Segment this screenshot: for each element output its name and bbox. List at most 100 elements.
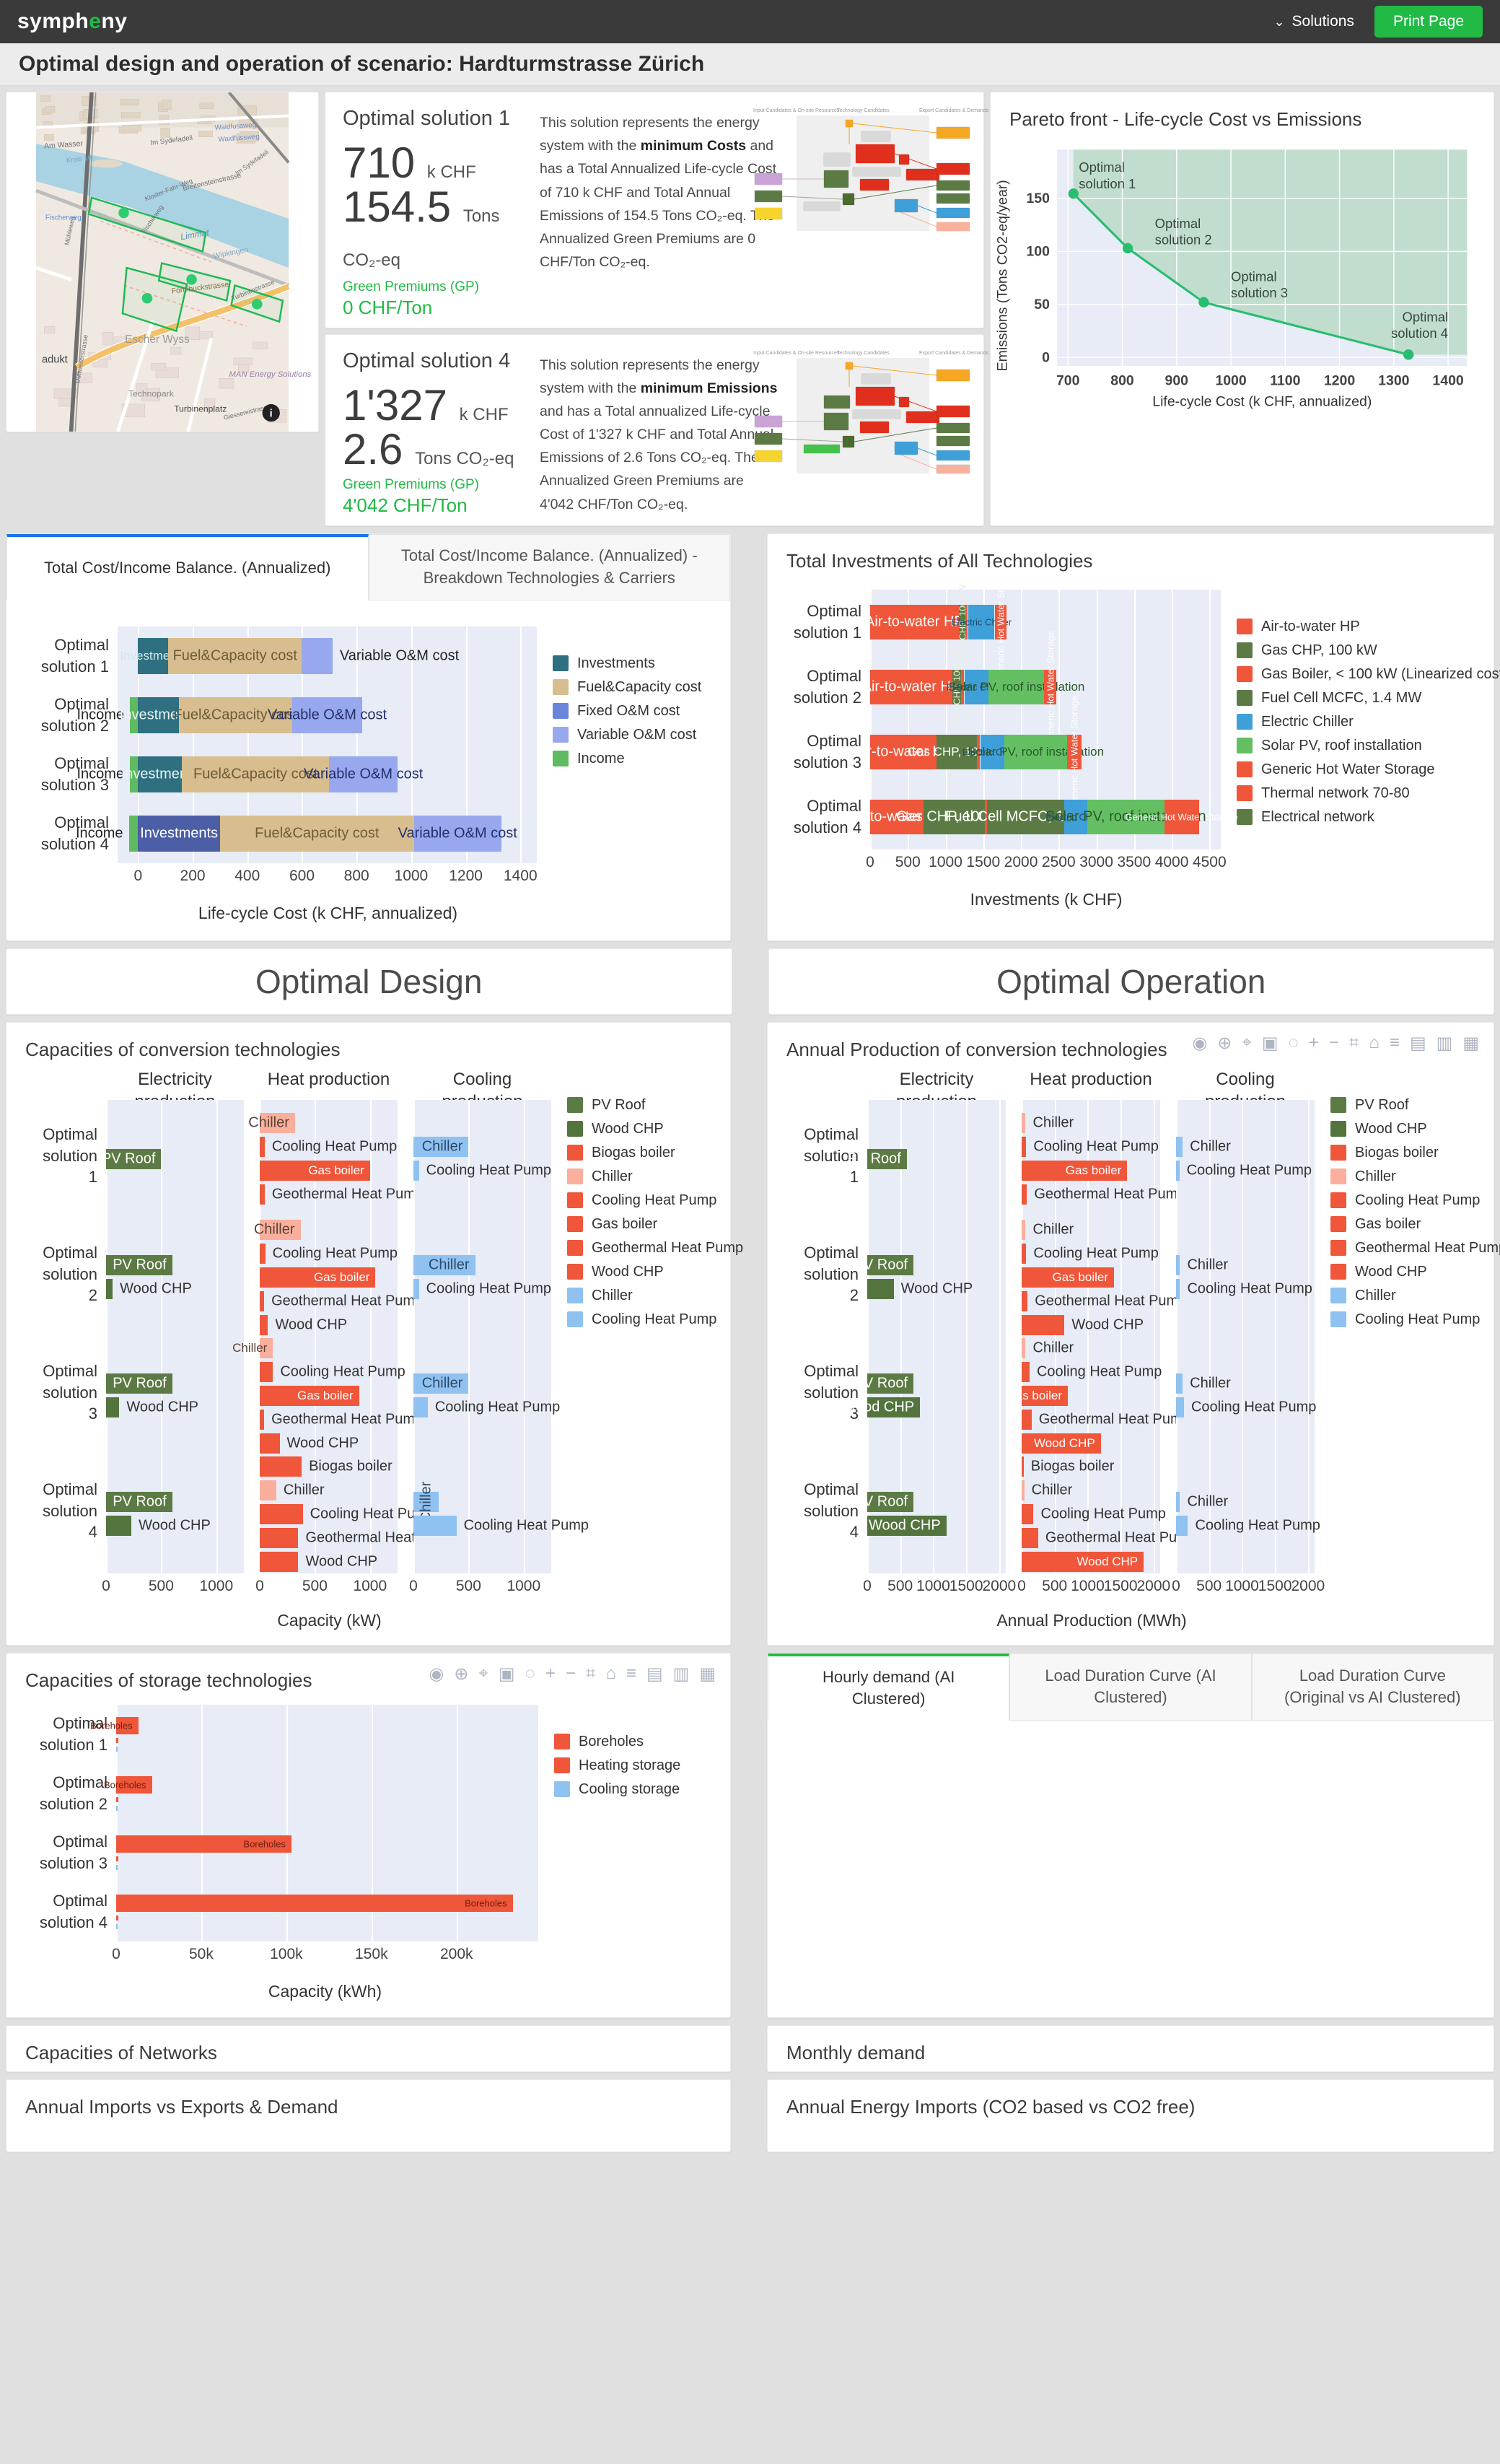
legend-label: Chiller	[1355, 1168, 1396, 1184]
solution-group: Biogas boiler Chiller Cooling Heat Pump Geo…	[1022, 1455, 1197, 1573]
bar-segment: Investments	[138, 815, 220, 852]
tab-1[interactable]: Hourly demand (AI Clustered)	[768, 1653, 1010, 1721]
operation-production-card: ◉ ⊕ ⌖ ▣ ◌ + − ⌗ ⌂ ≡ ▤ ▥ ▦ Annual Production of conve…	[767, 1021, 1500, 1646]
modebar-icon[interactable]: ▦	[1462, 1033, 1479, 1053]
bar-segment: Investments	[120, 696, 198, 733]
solutions-menu[interactable]: ⌄ Solutions	[1273, 13, 1354, 30]
row-label: Optimal solution 4	[793, 797, 861, 836]
modebar-icon[interactable]: ▣	[1261, 1033, 1278, 1053]
modebar-icon[interactable]: ▤	[646, 1664, 663, 1684]
solution-group: Chiller Cooling Heat Pump Gas boiler Geothe…	[1006, 1337, 1190, 1455]
networks-title: Capacities of Networks	[25, 2041, 217, 2063]
bar-segment	[260, 1184, 265, 1205]
modebar-icon[interactable]: ⌖	[478, 1663, 488, 1683]
legend-swatch	[1237, 690, 1253, 707]
modebar-icon[interactable]: ⊕	[454, 1664, 469, 1684]
modebar-icon[interactable]: ◉	[1192, 1033, 1208, 1053]
gridline	[193, 626, 195, 863]
modebar-icon[interactable]: ⌗	[585, 1663, 596, 1683]
svg-text:150: 150	[1026, 191, 1050, 206]
bar-segment: Investments	[120, 637, 186, 674]
map-label: adukt	[42, 354, 68, 365]
modebar-icon[interactable]: ◌	[1288, 1032, 1299, 1052]
bar-label: Investments	[119, 707, 198, 723]
solution-group: Income Investments Fuel&Capacity cost Varia…	[76, 686, 537, 745]
tab-1[interactable]: Total Cost/Income Balance. (Annualized)	[6, 533, 369, 600]
tab-2[interactable]: Load Duration Curve (AI Clustered)	[1009, 1653, 1252, 1721]
row-label: Optimal solution 3	[43, 1362, 97, 1423]
map-label: Technopark	[128, 388, 175, 398]
modebar-icon[interactable]: ≡	[1389, 1032, 1400, 1052]
bar-segment	[260, 1527, 299, 1548]
row-label: Optimal solution 1	[43, 1125, 97, 1187]
modebar-icon[interactable]: ⌂	[1369, 1032, 1380, 1052]
flow-node	[755, 432, 782, 445]
modebar-icon[interactable]: ⌗	[1348, 1032, 1359, 1052]
modebar-icon[interactable]: +	[1308, 1032, 1319, 1052]
svg-text:1200: 1200	[1324, 373, 1355, 389]
modebar-icon[interactable]: −	[565, 1663, 576, 1683]
axis-tick-label: 4500	[1192, 853, 1227, 870]
map-info-icon[interactable]: i	[270, 409, 273, 420]
legend-item: Cooling Heat Pump	[567, 1192, 716, 1209]
bar-segment: Variable O&M cost	[268, 696, 387, 733]
axis-tick-label: 0	[409, 1577, 418, 1594]
bar-segment	[260, 1137, 265, 1158]
gridline	[411, 626, 413, 863]
modebar-icon[interactable]: ⌂	[605, 1663, 616, 1683]
monthly-demand-card: Monthly demand	[767, 2024, 1494, 2072]
gridline	[900, 1099, 902, 1573]
tab-3[interactable]: Load Duration Curve (Original vs AI Clus…	[1251, 1653, 1494, 1721]
modebar-icon[interactable]: ▥	[1436, 1033, 1453, 1053]
modebar-icon[interactable]: ▣	[498, 1664, 515, 1684]
flow-node	[861, 373, 890, 384]
modebar-icon[interactable]: +	[545, 1663, 556, 1683]
bar-label: Variable O&M cost	[398, 825, 517, 842]
plotly-modebar[interactable]: ◉ ⊕ ⌖ ▣ ◌ + − ⌗ ⌂ ≡ ▤ ▥ ▦	[429, 1664, 716, 1685]
axis-tick-label: 2000	[1136, 1577, 1171, 1594]
flow-node	[824, 153, 850, 166]
bar-segment	[106, 1516, 132, 1537]
bar-segment	[1022, 1243, 1027, 1264]
legend-item: Biogas boiler	[1330, 1145, 1475, 1161]
bar-segment	[116, 1737, 118, 1743]
modebar-icon[interactable]: ▤	[1409, 1033, 1426, 1053]
flow-node	[899, 396, 909, 407]
modebar-icon[interactable]: ⊕	[1217, 1033, 1232, 1053]
bar-label: Chiller	[1032, 1340, 1074, 1356]
axis-tick-label: 400	[234, 867, 260, 884]
optimal-design-header: Optimal Design	[6, 948, 732, 1015]
flow-node	[937, 464, 970, 473]
row-label: Optimal solution 2	[40, 694, 109, 735]
legend-item: Electric Chiller	[1237, 714, 1468, 730]
tab-2[interactable]: Total Cost/Income Balance. (Annualized) …	[368, 533, 730, 600]
bar-label: Variable O&M cost	[339, 647, 460, 664]
cost-balance-card: Total Cost/Income Balance. (Annualized) T…	[6, 533, 731, 941]
flow-node	[906, 411, 939, 423]
modebar-icon[interactable]: ≡	[626, 1663, 636, 1683]
bar-segment: Boreholes	[116, 1894, 513, 1912]
bar-label: PV Roof	[854, 1257, 908, 1273]
modebar-icon[interactable]: ◌	[525, 1663, 535, 1683]
plotly-modebar[interactable]: ◉ ⊕ ⌖ ▣ ◌ + − ⌗ ⌂ ≡ ▤ ▥ ▦	[1192, 1033, 1479, 1054]
bar-label: Cooling Heat Pump	[426, 1280, 552, 1297]
flow-node	[937, 193, 970, 204]
modebar-icon[interactable]: −	[1328, 1032, 1339, 1052]
scenario-map[interactable]: Am Wasser Kreis 10 Im Sydefadeli Waidfusswe…	[6, 92, 319, 432]
flow-node	[755, 173, 782, 185]
bar-segment	[106, 1397, 120, 1418]
modebar-icon[interactable]: ▥	[672, 1664, 690, 1684]
storage-title: Capacities of storage technologies	[25, 1669, 312, 1691]
modebar-icon[interactable]: ▦	[699, 1664, 716, 1684]
legend-item: Cooling Heat Pump	[1330, 1311, 1480, 1328]
legend-item: PV Roof	[567, 1097, 711, 1114]
bar-segment: Electric Chiller	[952, 604, 1012, 639]
legend-label: PV Roof	[1355, 1096, 1409, 1113]
legend-swatch	[1237, 785, 1253, 802]
modebar-icon[interactable]: ⌖	[1242, 1032, 1252, 1052]
bar-label: Chiller	[428, 1257, 470, 1273]
bar-label: Geothermal Heat Pu	[305, 1529, 437, 1546]
print-page-button[interactable]: Print Page	[1374, 6, 1483, 38]
modebar-icon[interactable]: ◉	[429, 1664, 444, 1684]
